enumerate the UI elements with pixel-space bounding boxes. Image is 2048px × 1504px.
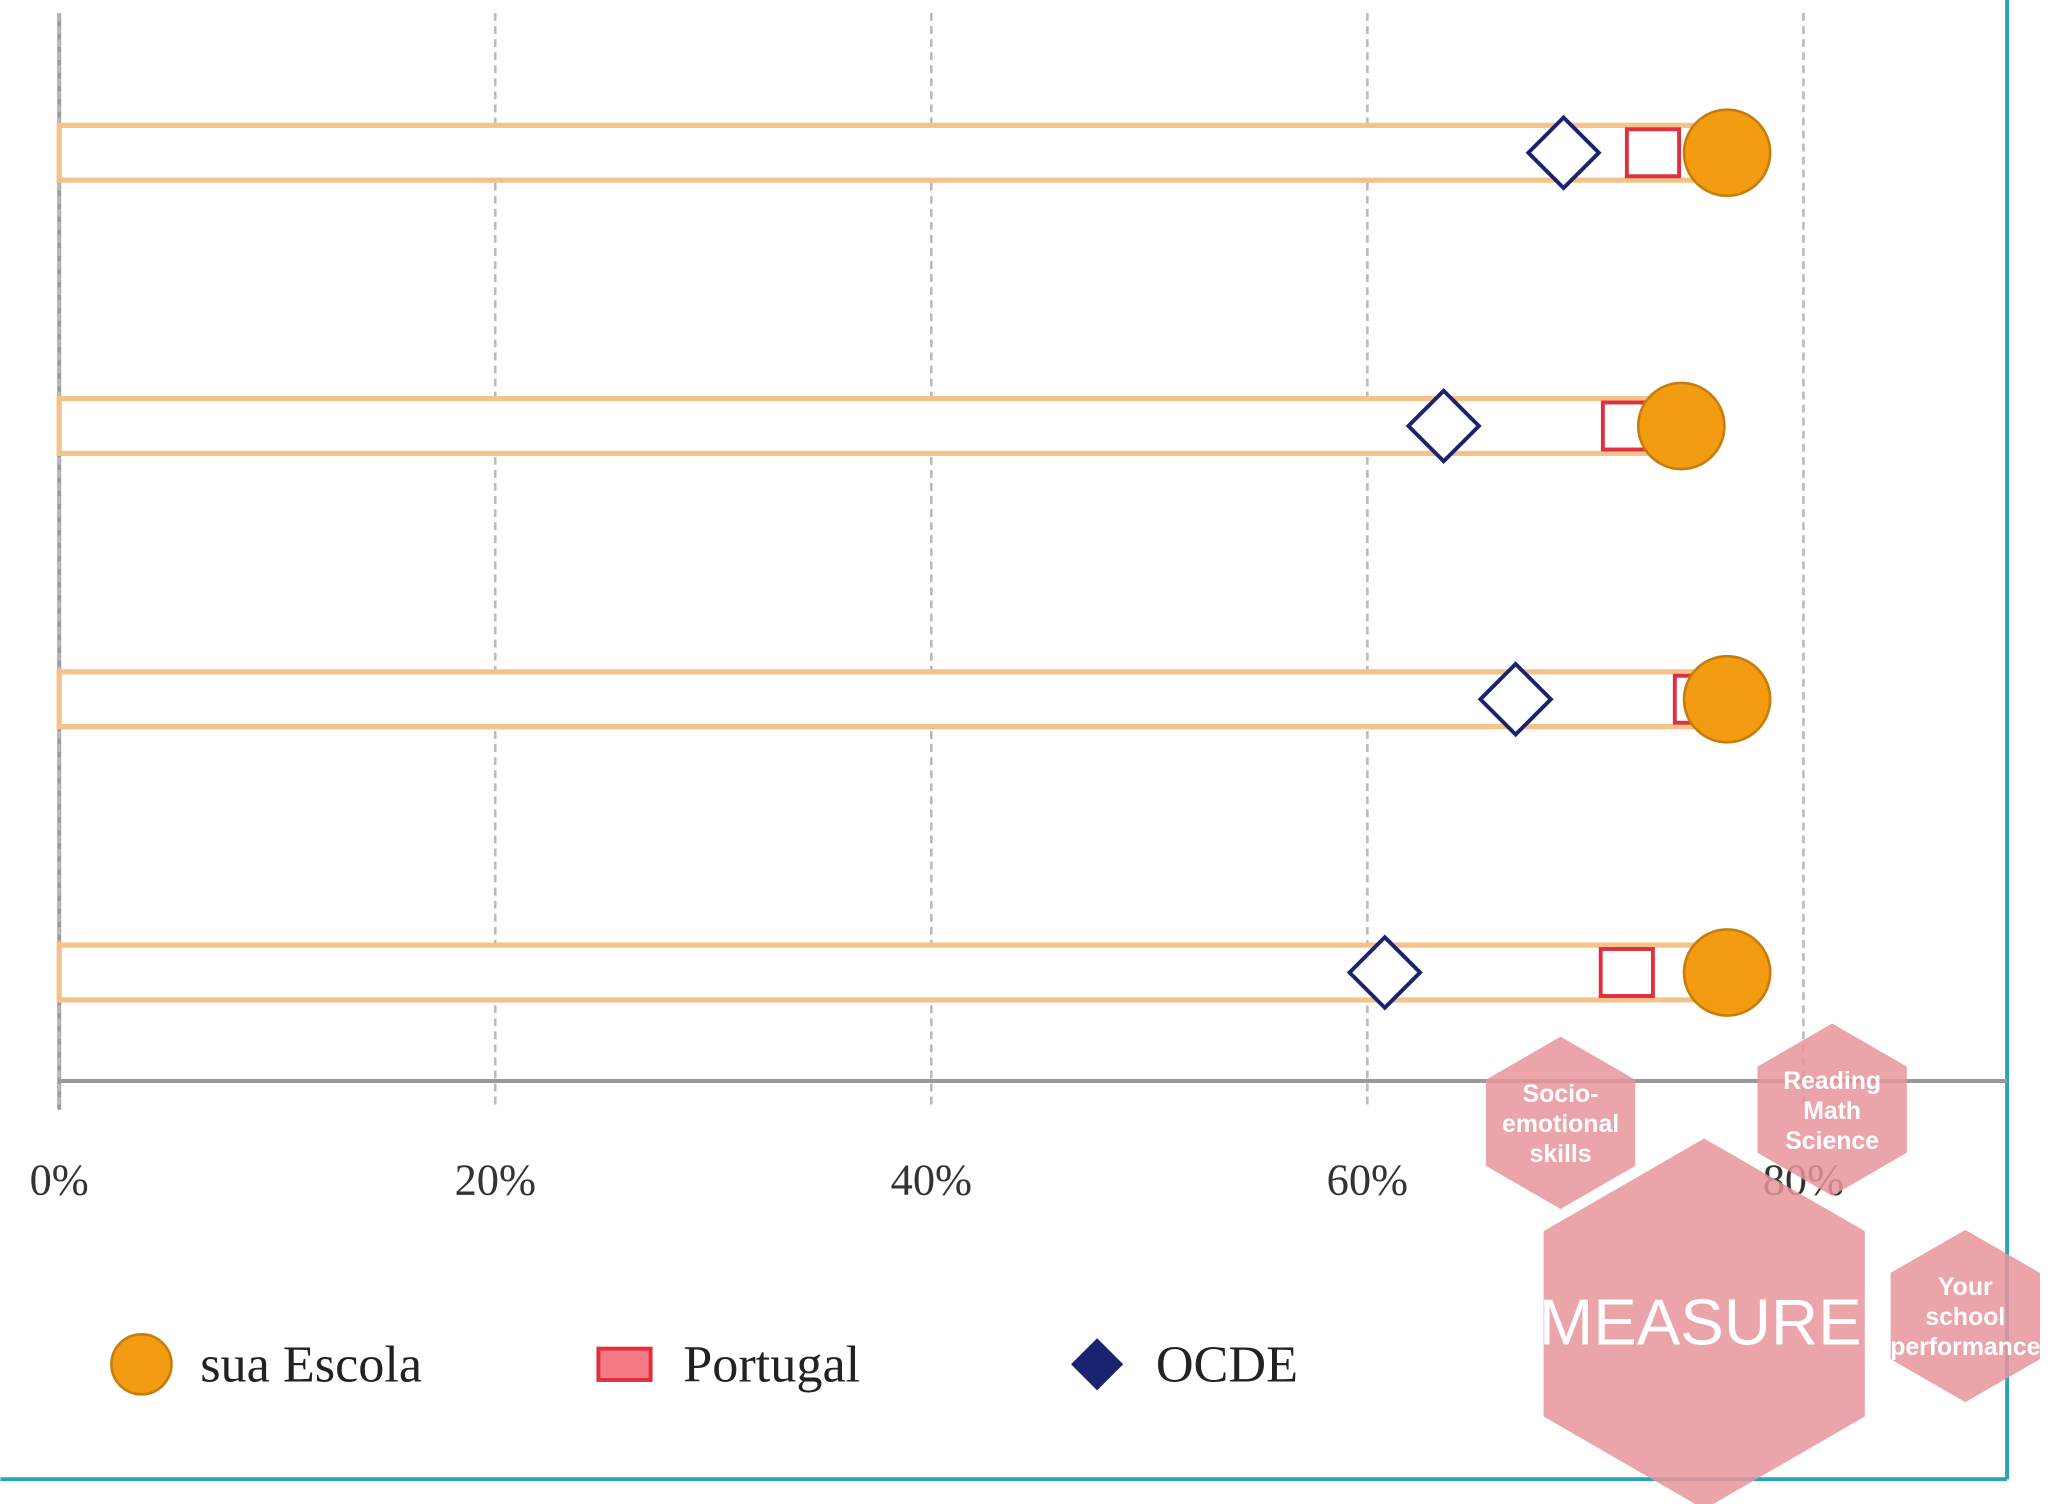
- marker: [1636, 381, 1726, 471]
- hexagon: [1543, 1138, 1865, 1504]
- x-tick-label: 40%: [891, 1155, 972, 1205]
- legend-label: OCDE: [1156, 1335, 1298, 1393]
- x-tick-label: 60%: [1327, 1155, 1408, 1205]
- legend-marker: [596, 1346, 653, 1382]
- hexagon-label: school: [1925, 1304, 2005, 1331]
- legend-label: sua Escola: [200, 1335, 422, 1393]
- hexagon-label: Science: [1785, 1128, 1879, 1155]
- hexagon: [1485, 1036, 1636, 1209]
- x-tick-label: 20%: [455, 1155, 536, 1205]
- hexagon: [1890, 1229, 2040, 1403]
- hexagon-label: Socio-: [1523, 1081, 1599, 1108]
- marker: [1682, 654, 1772, 744]
- bar: [56, 942, 1730, 1003]
- legend-marker: [110, 1332, 173, 1396]
- marker: [1624, 127, 1682, 179]
- marker: [1682, 108, 1772, 198]
- hexagon-label: Your: [1938, 1274, 1993, 1301]
- legend-marker: [1071, 1338, 1124, 1391]
- bar: [56, 669, 1730, 730]
- hexagon-label: performance: [1890, 1334, 2040, 1361]
- marker: [1477, 661, 1554, 738]
- bar: [56, 122, 1730, 183]
- hexagon-label: emotional: [1502, 1111, 1619, 1138]
- hexagon-label: Reading: [1783, 1068, 1881, 1095]
- hexagon: [1757, 1023, 1907, 1196]
- marker: [1598, 947, 1655, 998]
- hexagon-label: skills: [1530, 1141, 1592, 1168]
- marker: [1346, 934, 1423, 1011]
- marker: [1525, 114, 1602, 191]
- legend-label: Portugal: [683, 1335, 860, 1393]
- marker: [1405, 387, 1482, 465]
- hexagon-label: Math: [1803, 1098, 1861, 1125]
- hexagon-label: MEASURE: [1539, 1286, 1862, 1359]
- marker: [1682, 928, 1772, 1017]
- x-tick-label: 0%: [30, 1155, 89, 1205]
